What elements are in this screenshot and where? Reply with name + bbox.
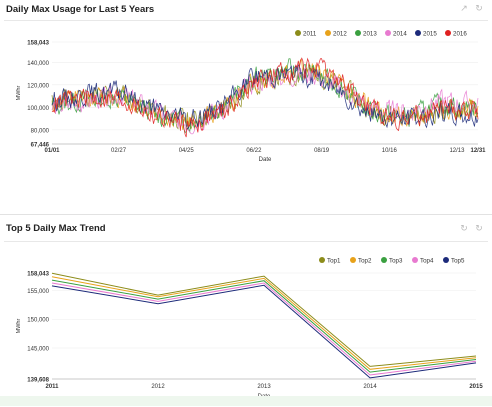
export-icon[interactable]: ↻ [460, 224, 468, 234]
y-axis-title: MWhr [16, 86, 22, 101]
daily-max-usage-panel: Daily Max Usage for Last 5 Years ↗ ↻ 67,… [0, 0, 492, 196]
x-tick-label: 06/22 [246, 148, 262, 154]
y-tick-label: 67,446 [31, 143, 50, 149]
legend-label-2013[interactable]: 2013 [363, 30, 377, 37]
legend-label-2012[interactable]: 2012 [333, 30, 347, 37]
legend-label-Top1[interactable]: Top1 [327, 257, 341, 264]
x-tick-label: 2012 [151, 384, 165, 390]
x-tick-label: 04/25 [179, 148, 195, 154]
bottom-divider [4, 241, 488, 242]
daily-max-usage-title: Daily Max Usage for Last 5 Years [6, 4, 155, 15]
series-line-2012 [51, 58, 479, 130]
y-tick-label: 120,000 [27, 83, 49, 89]
x-tick-label: 2011 [45, 384, 59, 390]
legend-label-Top2[interactable]: Top2 [358, 257, 372, 264]
series-line-Top4 [51, 282, 477, 376]
top-divider [4, 20, 488, 21]
legend-label-2015[interactable]: 2015 [423, 30, 437, 37]
top5-trend-panel: Top 5 Daily Max Trend ↻ ↻ 139,608 145,000… [0, 214, 492, 407]
footer-strip [0, 396, 492, 406]
x-tick-label: 12/31 [470, 148, 486, 154]
x-tick-label: 2014 [363, 384, 377, 390]
y-tick-label: 100,000 [27, 106, 49, 112]
y-tick-label: 158,043 [27, 272, 49, 278]
legend-label-Top4[interactable]: Top4 [420, 257, 434, 264]
top5-trend-chart: 139,608 145,000 150,000 155,000 158,043 2011 2… [16, 257, 483, 400]
legend-marker-2014[interactable] [385, 30, 391, 36]
series-line-Top5 [51, 284, 477, 379]
legend-marker-2015[interactable] [415, 30, 421, 36]
series-line-2016 [51, 57, 479, 138]
x-tick-label: 02/27 [111, 148, 127, 154]
y-tick-label: 158,043 [27, 41, 49, 47]
legend-label-2011[interactable]: 2011 [303, 30, 317, 37]
legend-label-2016[interactable]: 2016 [453, 30, 467, 37]
legend-marker-Top4[interactable] [412, 257, 418, 263]
series-line-Top2 [51, 276, 477, 370]
bottom-chart-tools: ↻ ↻ [459, 224, 484, 234]
daily-max-usage-chart: 67,446 80,000 100,000 120,000 140,000 158,043… [16, 30, 486, 163]
y-tick-label: 80,000 [31, 128, 50, 134]
y-tick-label: 155,000 [27, 289, 49, 295]
x-axis-title: Date [259, 157, 272, 163]
x-tick-label: 08/19 [314, 148, 330, 154]
legend-label-Top3[interactable]: Top3 [389, 257, 403, 264]
legend-marker-2016[interactable] [445, 30, 451, 36]
top-chart-tools: ↗ ↻ [459, 4, 484, 14]
y-tick-label: 150,000 [27, 318, 49, 324]
export-icon[interactable]: ↗ [460, 4, 468, 14]
y-tick-label: 140,000 [27, 61, 49, 67]
legend-label-2014[interactable]: 2014 [393, 30, 407, 37]
legend-marker-Top5[interactable] [443, 257, 449, 263]
y-axis-title: MWhr [16, 319, 22, 334]
legend-marker-2011[interactable] [295, 30, 301, 36]
refresh-icon[interactable]: ↻ [475, 224, 483, 234]
series-line-2014 [51, 66, 479, 135]
y-tick-label: 139,608 [27, 378, 49, 384]
top5-trend-title: Top 5 Daily Max Trend [6, 223, 106, 234]
x-tick-label: 12/13 [449, 148, 465, 154]
legend-marker-Top3[interactable] [381, 257, 387, 263]
legend-marker-2012[interactable] [325, 30, 331, 36]
legend-marker-Top2[interactable] [350, 257, 356, 263]
refresh-icon[interactable]: ↻ [475, 4, 483, 14]
series-line-Top3 [51, 279, 477, 373]
y-tick-label: 145,000 [27, 346, 49, 352]
legend-marker-Top1[interactable] [319, 257, 325, 263]
x-tick-label: 2015 [469, 384, 483, 390]
legend-label-Top5[interactable]: Top5 [451, 257, 465, 264]
x-tick-label: 2013 [257, 384, 271, 390]
x-tick-label: 10/16 [382, 148, 398, 154]
series-line-Top1 [51, 272, 477, 367]
x-tick-label: 01/01 [44, 148, 60, 154]
legend-marker-2013[interactable] [355, 30, 361, 36]
series-line-2015 [51, 64, 479, 130]
